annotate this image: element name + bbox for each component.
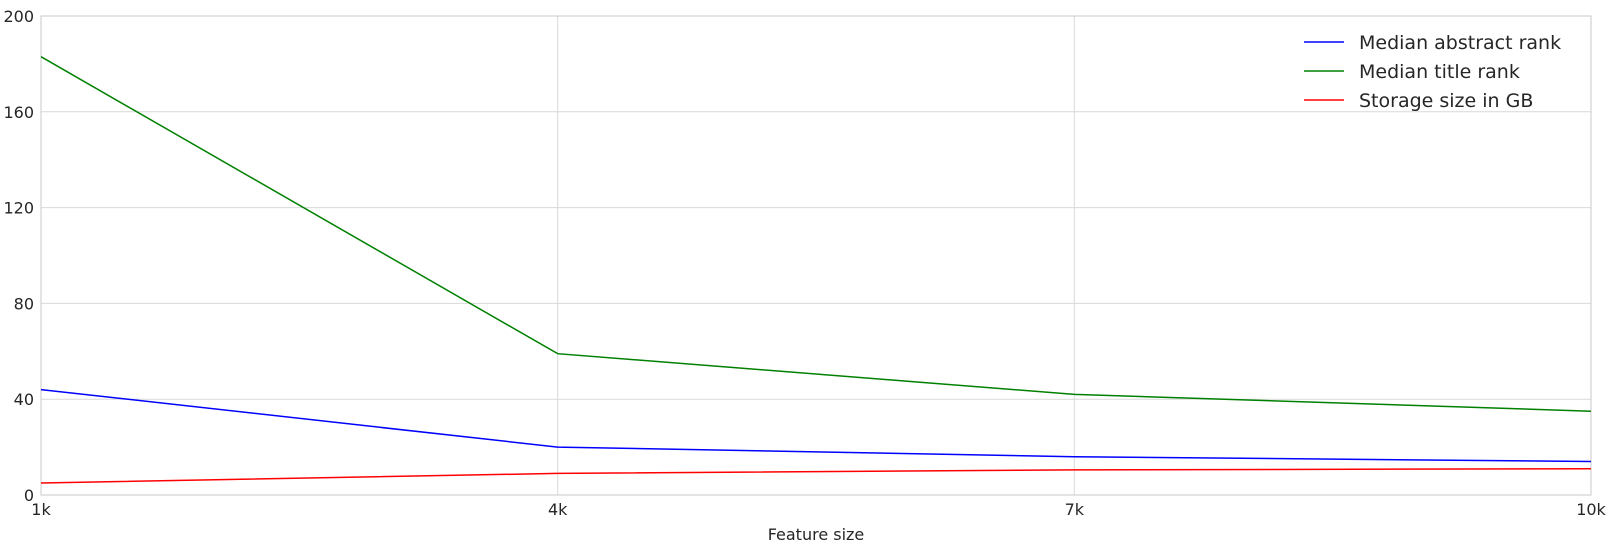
legend-label: Median abstract rank [1359,32,1561,54]
plot-frame [40,15,1592,496]
x-tick-label: 4k [548,500,568,519]
x-axis-title: Feature size [768,525,865,544]
x-tick-label: 7k [1065,500,1085,519]
series-line-2 [40,56,1592,412]
y-tick-label: 120 [3,199,34,218]
y-tick-label: 0 [24,486,34,505]
legend: Median abstract rank Median title rank Sto… [1304,32,1561,112]
series-line-3 [40,467,1592,484]
x-tick-labels: 1k 4k 7k 10k [31,500,1606,519]
series-line-1 [40,388,1592,463]
series-lines [40,56,1592,484]
y-tick-label: 80 [14,294,34,313]
y-tick-label: 40 [14,390,34,409]
y-tick-labels: 0 40 80 120 160 200 [3,7,34,505]
legend-label: Storage size in GB [1359,90,1533,112]
y-tick-label: 200 [3,7,34,26]
x-tick-label: 1k [31,500,51,519]
x-tick-label: 10k [1576,500,1606,519]
grid-lines [40,15,1592,496]
legend-label: Median title rank [1359,61,1520,83]
y-tick-label: 160 [3,103,34,122]
